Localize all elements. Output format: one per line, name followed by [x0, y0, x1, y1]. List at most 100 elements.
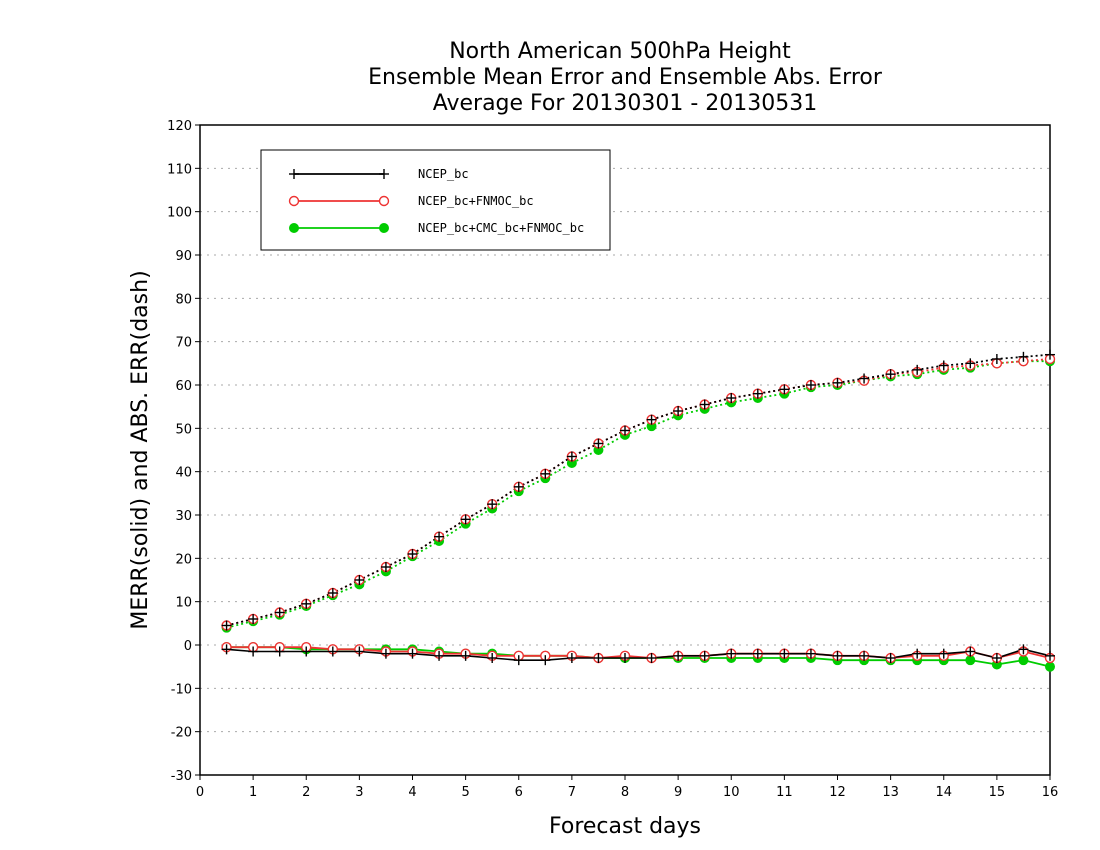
x-tick-label: 5 [461, 785, 469, 800]
abs-err-point-ncep-bc [487, 499, 498, 510]
merr-point-ncep-bc [1018, 644, 1029, 655]
merr-point-ncep-bc [620, 653, 630, 663]
x-tick-label: 1 [249, 785, 257, 800]
merr-point-ncep-bc [540, 655, 551, 666]
chart-title-line-1: North American 500hPa Height [449, 39, 791, 64]
y-tick-label: 60 [175, 379, 192, 394]
merr-point-ncep-bc [274, 646, 285, 657]
y-tick-label: 80 [175, 292, 192, 307]
abs-err-point-ncep-bc [513, 481, 524, 492]
merr-point-ncep-bc [566, 653, 577, 663]
merr-point-ncep-bc [407, 648, 418, 659]
abs-err-line-ncep-bc [226, 353, 1051, 627]
abs-err-point-ncep-bc [779, 384, 790, 395]
merr-point-ncep-bc [832, 650, 843, 661]
chart-title-line-2: Ensemble Mean Error and Ensemble Abs. Er… [368, 65, 883, 90]
abs-err-point-ncep-bc [221, 620, 232, 631]
abs-err-point-ncep-bc [248, 614, 259, 624]
y-tick-label: 10 [175, 596, 192, 611]
abs-err-point-ncep-bc [1018, 351, 1029, 362]
x-tick-label: 8 [621, 785, 629, 800]
legend-box [260, 149, 611, 251]
abs-err-point-ncep-bc [912, 364, 923, 375]
merr-point-ncep-bc [938, 648, 949, 659]
merr-point-ncep-bc [779, 648, 790, 659]
y-tick-label: 70 [175, 336, 192, 351]
merr-point-ncep-bc [912, 648, 923, 659]
legend-marker-ncep-bc-fnmoc-bc [378, 195, 390, 207]
abs-err-point-ncep-bc [540, 468, 551, 479]
y-tick-label: 110 [167, 162, 192, 177]
merr-point-ncep-bc-cmc-bc-fnmoc-bc [1045, 661, 1055, 672]
merr-point-ncep-bc [699, 650, 710, 661]
abs-err-point-ncep-bc [885, 369, 896, 380]
merr-point-ncep-bc [673, 650, 684, 661]
series-markers [221, 349, 1056, 672]
legend-marker-ncep-bc-cmc-bc-fnmoc-bc [379, 223, 389, 233]
legend-label-ncep-bc-cmc-bc-fnmoc-bc: NCEP_bc+CMC_bc+FNMOC_bc [418, 221, 584, 235]
abs-err-point-ncep-bc [566, 451, 577, 462]
y-tick-label: 90 [175, 249, 192, 264]
x-tick-label: 16 [1042, 785, 1059, 800]
x-tick-label: 4 [408, 785, 416, 800]
x-axis-label: Forecast days [549, 814, 701, 839]
y-axis-label: MERR(solid) and ABS. ERR(dash) [128, 270, 153, 629]
abs-err-point-ncep-bc [699, 399, 710, 410]
y-tick-label: 20 [175, 552, 192, 567]
merr-point-ncep-bc [301, 646, 312, 657]
merr-point-ncep-bc-cmc-bc-fnmoc-bc [1018, 655, 1029, 666]
merr-point-ncep-bc [859, 650, 870, 661]
merr-point-ncep-bc [327, 646, 338, 657]
merr-point-ncep-bc [805, 648, 816, 659]
merr-point-ncep-bc [460, 650, 471, 661]
x-tick-label: 10 [723, 785, 740, 800]
x-tick-label: 6 [515, 785, 523, 800]
legend-marker-ncep-bc-fnmoc-bc [288, 195, 300, 207]
abs-err-point-ncep-bc [460, 514, 471, 525]
x-tick-label: 2 [302, 785, 310, 800]
merr-point-ncep-bc [646, 653, 657, 663]
grid-lines [200, 167, 1050, 733]
abs-err-point-ncep-bc [274, 607, 285, 618]
merr-point-ncep-bc-cmc-bc-fnmoc-bc [965, 655, 976, 666]
abs-err-point-ncep-bc [832, 377, 843, 388]
y-tick-label: 0 [184, 639, 192, 654]
merr-line-ncep-bc [226, 648, 1051, 661]
y-tick-label: -10 [171, 682, 192, 697]
merr-point-ncep-bc [991, 653, 1002, 663]
y-tick-label: -20 [171, 726, 192, 741]
merr-point-ncep-bc [752, 648, 763, 659]
y-tick-label: 100 [167, 206, 192, 221]
y-tick-label: 30 [175, 509, 192, 524]
abs-err-point-ncep-bc [354, 575, 365, 585]
merr-point-ncep-bc [593, 653, 604, 663]
x-tick-label: 0 [196, 785, 204, 800]
merr-point-ncep-bc [380, 648, 391, 659]
abs-err-point-ncep-bc [301, 598, 312, 609]
x-tick-label: 13 [882, 785, 899, 800]
merr-point-ncep-bc [221, 644, 232, 655]
abs-err-point-ncep-bc [1045, 349, 1055, 360]
merr-point-ncep-bc [487, 653, 498, 663]
abs-err-point-ncep-bc [805, 380, 816, 390]
x-tick-label: 11 [776, 785, 793, 800]
chart-title: North American 500hPa Height Ensemble Me… [368, 39, 883, 116]
abs-err-point-ncep-bc [938, 360, 949, 371]
merr-point-ncep-bc [726, 648, 737, 659]
abs-err-point-ncep-bc [965, 358, 976, 369]
abs-err-point-ncep-bc [859, 373, 870, 384]
x-tick-label: 15 [989, 785, 1006, 800]
merr-point-ncep-bc [885, 653, 896, 663]
abs-err-point-ncep-bc [593, 438, 604, 449]
merr-point-ncep-bc [248, 646, 259, 657]
abs-err-point-ncep-bc [327, 588, 338, 598]
merr-line-ncep-bc-fnmoc-bc [226, 646, 1051, 659]
x-tick-label: 14 [935, 785, 952, 800]
chart-title-line-3: Average For 20130301 - 20130531 [433, 91, 818, 116]
legend-label-ncep-bc: NCEP_bc [418, 167, 469, 181]
abs-err-point-ncep-bc [991, 354, 1002, 364]
merr-point-ncep-bc [965, 646, 976, 657]
legend-marker-ncep-bc-cmc-bc-fnmoc-bc [289, 223, 299, 233]
legend-label-ncep-bc-fnmoc-bc: NCEP_bc+FNMOC_bc [418, 194, 534, 208]
